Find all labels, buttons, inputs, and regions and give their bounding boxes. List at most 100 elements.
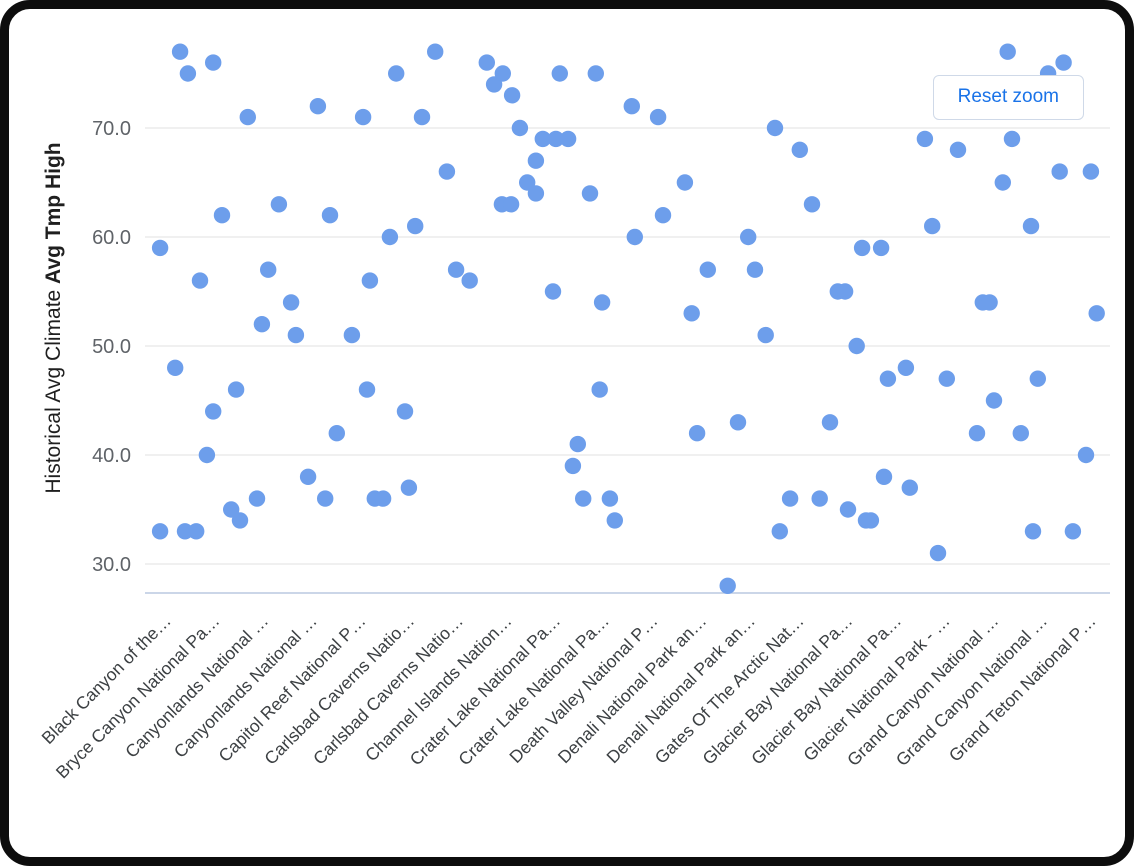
data-point[interactable] bbox=[1012, 425, 1029, 442]
data-point[interactable] bbox=[551, 65, 568, 82]
data-point[interactable] bbox=[299, 468, 317, 485]
data-point[interactable] bbox=[151, 239, 169, 257]
data-point[interactable] bbox=[688, 425, 706, 442]
data-point[interactable] bbox=[924, 217, 941, 235]
data-point[interactable] bbox=[239, 108, 256, 126]
data-point[interactable] bbox=[1077, 446, 1095, 464]
data-point[interactable] bbox=[623, 98, 640, 115]
data-point[interactable] bbox=[317, 490, 334, 507]
data-point[interactable] bbox=[381, 228, 399, 246]
data-point[interactable] bbox=[527, 185, 545, 202]
data-point[interactable] bbox=[287, 326, 305, 344]
data-point[interactable] bbox=[494, 65, 511, 82]
data-point[interactable] bbox=[519, 174, 536, 191]
data-point[interactable] bbox=[985, 392, 1003, 409]
data-point[interactable] bbox=[803, 196, 821, 213]
data-point[interactable] bbox=[839, 501, 857, 518]
data-point[interactable] bbox=[853, 239, 871, 257]
data-point[interactable] bbox=[591, 381, 608, 398]
data-point[interactable] bbox=[766, 119, 784, 137]
data-point[interactable] bbox=[374, 490, 392, 507]
data-point[interactable] bbox=[575, 490, 592, 507]
data-point[interactable] bbox=[1029, 370, 1047, 387]
data-point[interactable] bbox=[396, 403, 414, 420]
data-point[interactable] bbox=[260, 261, 277, 278]
data-point[interactable] bbox=[503, 87, 521, 104]
data-point[interactable] bbox=[388, 65, 405, 82]
data-point[interactable] bbox=[1024, 523, 1042, 540]
data-point[interactable] bbox=[626, 228, 643, 246]
data-point[interactable] bbox=[897, 359, 915, 376]
data-point[interactable] bbox=[593, 294, 611, 311]
data-point[interactable] bbox=[757, 326, 774, 344]
data-point[interactable] bbox=[862, 512, 880, 529]
data-point[interactable] bbox=[581, 185, 599, 202]
data-point[interactable] bbox=[569, 435, 586, 453]
data-point[interactable] bbox=[676, 174, 694, 191]
data-point[interactable] bbox=[811, 490, 828, 507]
data-point[interactable] bbox=[270, 196, 288, 213]
data-point[interactable] bbox=[544, 283, 562, 300]
data-point[interactable] bbox=[719, 577, 736, 594]
data-point[interactable] bbox=[361, 272, 379, 289]
data-point[interactable] bbox=[848, 337, 865, 355]
data-point[interactable] bbox=[413, 108, 431, 126]
reset-zoom-button[interactable]: Reset zoom bbox=[932, 75, 1084, 120]
data-point[interactable] bbox=[879, 370, 897, 387]
data-point[interactable] bbox=[994, 174, 1011, 191]
data-point[interactable] bbox=[227, 381, 245, 398]
data-point[interactable] bbox=[400, 479, 418, 496]
data-point[interactable] bbox=[205, 54, 222, 71]
data-point[interactable] bbox=[354, 108, 372, 126]
data-point[interactable] bbox=[968, 425, 986, 442]
data-point[interactable] bbox=[171, 43, 189, 60]
data-point[interactable] bbox=[534, 130, 551, 148]
data-point[interactable] bbox=[511, 119, 529, 137]
data-point[interactable] bbox=[929, 544, 947, 562]
data-point[interactable] bbox=[981, 294, 998, 311]
data-point[interactable] bbox=[1003, 130, 1021, 148]
data-point[interactable] bbox=[654, 207, 672, 224]
data-point[interactable] bbox=[771, 523, 788, 540]
data-point[interactable] bbox=[916, 130, 934, 148]
data-point[interactable] bbox=[740, 228, 757, 246]
data-point[interactable] bbox=[343, 326, 361, 344]
data-point[interactable] bbox=[427, 43, 444, 60]
data-point[interactable] bbox=[328, 425, 345, 442]
data-point[interactable] bbox=[683, 305, 700, 322]
data-point[interactable] bbox=[447, 261, 465, 278]
data-point[interactable] bbox=[282, 294, 300, 311]
data-point[interactable] bbox=[485, 76, 503, 93]
data-point[interactable] bbox=[559, 130, 577, 148]
data-point[interactable] bbox=[1064, 523, 1082, 540]
data-point[interactable] bbox=[746, 261, 764, 278]
data-point[interactable] bbox=[587, 65, 604, 82]
data-point[interactable] bbox=[649, 108, 667, 126]
data-point[interactable] bbox=[1082, 163, 1100, 180]
data-point[interactable] bbox=[791, 141, 808, 158]
data-point[interactable] bbox=[309, 98, 327, 115]
data-point[interactable] bbox=[191, 272, 209, 289]
data-point[interactable] bbox=[601, 490, 619, 507]
data-point[interactable] bbox=[1022, 217, 1040, 235]
data-point[interactable] bbox=[502, 196, 520, 213]
data-point[interactable] bbox=[1051, 163, 1068, 180]
data-point[interactable] bbox=[179, 65, 197, 82]
data-point[interactable] bbox=[781, 490, 799, 507]
data-point[interactable] bbox=[901, 479, 918, 496]
data-point[interactable] bbox=[836, 283, 854, 300]
data-point[interactable] bbox=[248, 490, 266, 507]
data-point[interactable] bbox=[949, 141, 967, 158]
data-point[interactable] bbox=[699, 261, 716, 278]
data-point[interactable] bbox=[564, 457, 582, 475]
data-point[interactable] bbox=[188, 523, 205, 540]
data-point[interactable] bbox=[321, 207, 339, 224]
data-point[interactable] bbox=[253, 316, 271, 333]
data-point[interactable] bbox=[606, 512, 623, 529]
data-point[interactable] bbox=[167, 359, 184, 376]
data-point[interactable] bbox=[729, 414, 747, 431]
data-point[interactable] bbox=[999, 43, 1016, 60]
data-point[interactable] bbox=[213, 207, 231, 224]
data-point[interactable] bbox=[231, 512, 249, 529]
data-point[interactable] bbox=[547, 130, 565, 148]
